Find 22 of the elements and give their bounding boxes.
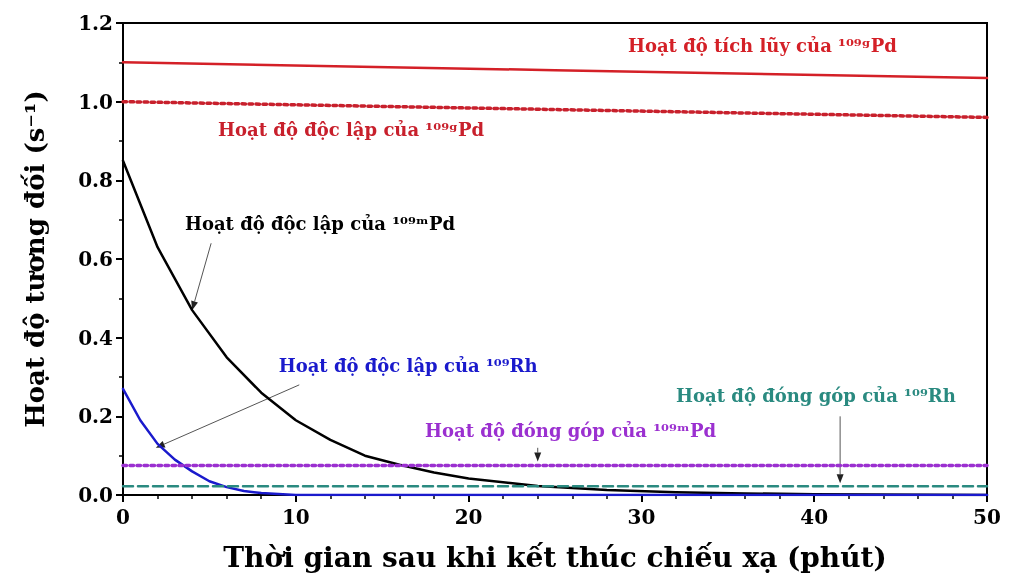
line-series — [121, 387, 989, 497]
series-label: Hoạt độ độc lập của ¹⁰⁹ᵐPd — [184, 213, 456, 235]
x-tick-label: 10 — [281, 505, 310, 529]
y-tick-label: 0.4 — [78, 325, 114, 350]
y-tick-label: 1.2 — [78, 11, 113, 35]
x-tick-label: 50 — [973, 505, 1001, 529]
series-label: Hoạt độ độc lập của ¹⁰⁹ᵍPd — [218, 118, 485, 140]
text: Hoạt độ đóng góp của ¹⁰⁹Rh — [676, 384, 956, 406]
x-axis-title: Thời gian sau khi kết thúc chiếu xạ (phút) — [223, 540, 887, 574]
x-tick-label: 0 — [116, 505, 130, 529]
x-tick-label: 20 — [454, 505, 483, 529]
x-tick-label: 30 — [627, 505, 656, 529]
x-tick-label: 40 — [800, 505, 829, 529]
y-tick-label: 0.0 — [78, 483, 113, 507]
series-label: Hoạt độ đóng góp của ¹⁰⁹ᵐPd — [425, 419, 717, 441]
y-tick-label: 1.0 — [78, 89, 113, 114]
y-axis-title: Hoạt độ tương đối (s⁻¹) — [20, 90, 50, 428]
y-tick-label: 0.6 — [78, 247, 113, 271]
y-tick-label: 0.8 — [78, 168, 113, 193]
text: Hoạt độ độc lập của ¹⁰⁹Rh — [278, 354, 538, 376]
series-label: Hoạt độ tích lũy của ¹⁰⁹ᵍPd — [627, 34, 898, 56]
y-tick-label: 0.2 — [78, 404, 113, 429]
